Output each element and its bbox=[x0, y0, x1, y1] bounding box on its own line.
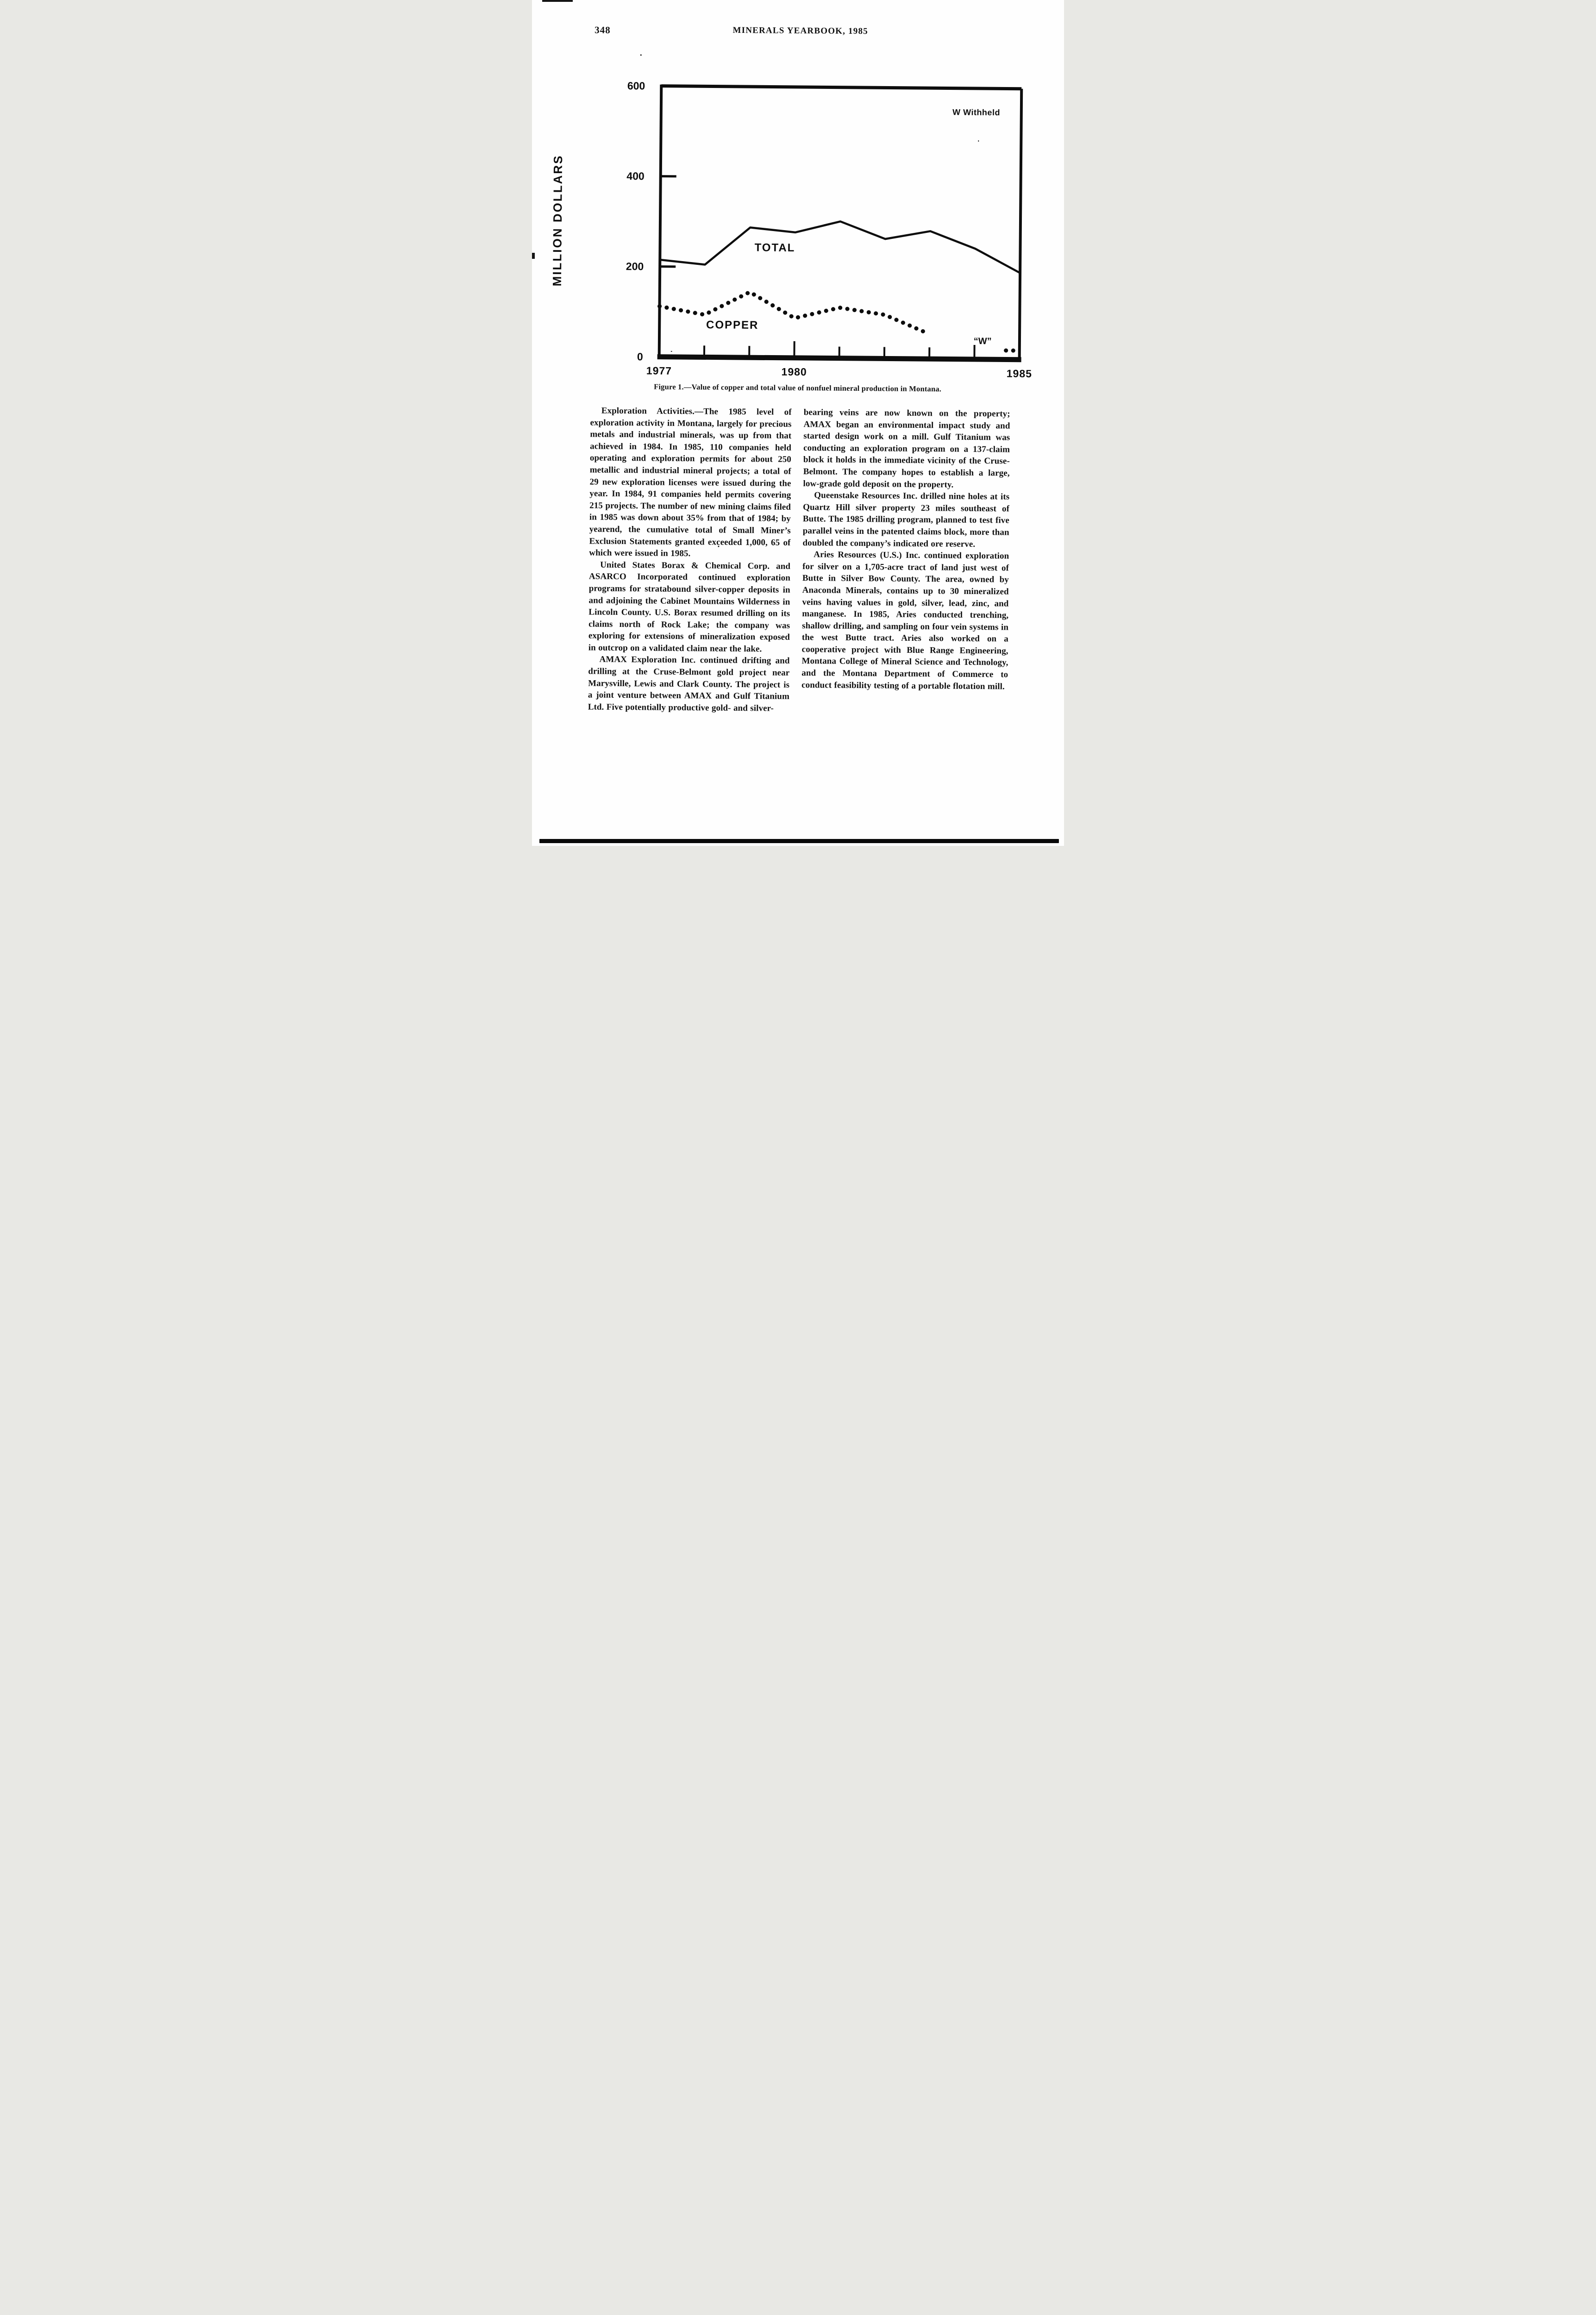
x-axis bbox=[657, 354, 1021, 363]
paragraph: Aries Resources (U.S.) Inc. continued ex… bbox=[801, 549, 1009, 693]
running-header: MINERALS YEARBOOK, 1985 bbox=[732, 25, 868, 37]
ink-speck bbox=[640, 54, 642, 56]
paragraph-lead: Exploration Activities.— bbox=[601, 406, 704, 417]
paragraph-text: United States Borax & Chemical Corp. and… bbox=[588, 560, 791, 654]
y-axis-title: MILLION DOLLARS bbox=[550, 154, 565, 286]
y-axis bbox=[657, 84, 663, 357]
paragraph-text: The 1985 level of exploration activity i… bbox=[589, 407, 792, 559]
x-tick-label-1980: 1980 bbox=[781, 366, 807, 378]
scan-edge-mark bbox=[532, 253, 535, 259]
text-column-right: bearing veins are now known on the prope… bbox=[801, 407, 1010, 693]
total-line bbox=[660, 220, 1021, 274]
paragraph: bearing veins are now known on the prope… bbox=[803, 407, 1010, 491]
x-tick-label-1977: 1977 bbox=[646, 364, 672, 376]
w-symbol: “W” bbox=[974, 336, 992, 346]
paragraph-text: Aries Resources (U.S.) Inc. continued ex… bbox=[801, 550, 1009, 692]
withheld-note: W Withheld bbox=[952, 107, 1000, 117]
paragraph: United States Borax & Chemical Corp. and… bbox=[588, 559, 791, 655]
paragraph-text: AMAX Exploration Inc. continued drifting… bbox=[588, 655, 790, 713]
text-column-left: Exploration Activities.—The 1985 level o… bbox=[588, 405, 792, 714]
scanned-page: 348 MINERALS YEARBOOK, 1985 0 200 400 600 19… bbox=[532, 0, 1064, 846]
copper-line bbox=[657, 290, 932, 337]
chart-right-border bbox=[1018, 88, 1023, 360]
scan-edge-mark bbox=[542, 0, 573, 2]
paragraph: Queenstake Resources Inc. drilled nine h… bbox=[802, 489, 1009, 550]
y-tick-label-600: 600 bbox=[627, 80, 645, 92]
x-tick-label-1985: 1985 bbox=[1007, 368, 1032, 380]
paragraph: AMAX Exploration Inc. continued drifting… bbox=[588, 654, 790, 714]
paragraph-text: Queenstake Resources Inc. drilled nine h… bbox=[802, 490, 1010, 549]
y-tick-label-200: 200 bbox=[626, 260, 644, 272]
ink-speck bbox=[978, 140, 979, 142]
y-tick-label-0: 0 bbox=[637, 350, 643, 363]
figure-1-chart: 0 200 400 600 1977 1980 1985 MILLION DOLLARS W W… bbox=[532, 68, 1064, 396]
paragraph: Exploration Activities.—The 1985 level o… bbox=[589, 405, 792, 560]
copper-label: COPPER bbox=[706, 319, 759, 332]
paragraph-text: bearing veins are now known on the prope… bbox=[803, 407, 1010, 490]
ink-speck bbox=[718, 545, 720, 547]
ink-speck bbox=[670, 350, 672, 352]
total-label: TOTAL bbox=[755, 241, 795, 254]
line-chart-svg: 0 200 400 600 1977 1980 1985 MILLION DOLLARS W W… bbox=[550, 80, 1032, 380]
y-tick-label-400: 400 bbox=[626, 170, 645, 182]
chart-top-border bbox=[661, 84, 1022, 91]
scan-bottom-bar bbox=[539, 839, 1059, 843]
